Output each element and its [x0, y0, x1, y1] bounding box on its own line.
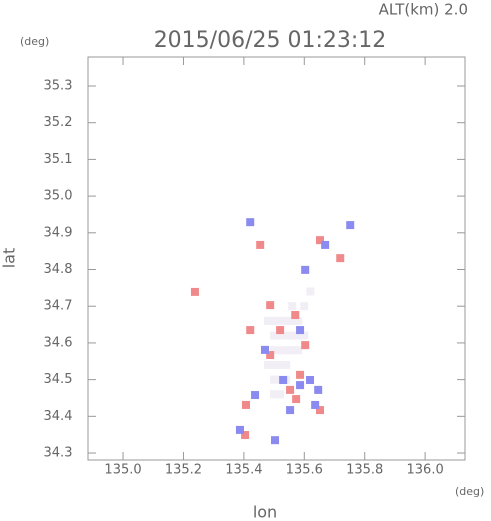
x-tick-label: 136.0 [407, 463, 444, 478]
radar-pixel [282, 316, 291, 325]
radar-pixel [294, 331, 303, 340]
radar-pixel [288, 316, 297, 325]
radar-pixel [270, 316, 279, 325]
chart-title: 2015/06/25 01:23:12 [154, 28, 387, 53]
y-tick-label: 34.5 [44, 372, 73, 387]
radar-pixel [306, 287, 315, 296]
y-tick-label: 34.4 [44, 409, 73, 424]
altitude-label: ALT(km) 2.0 [379, 1, 468, 19]
radar-pixel [301, 265, 310, 274]
radar-pixel [296, 370, 305, 379]
radar-pixel [282, 331, 291, 340]
radar-pixel [294, 346, 303, 355]
radar-pixel [276, 326, 285, 335]
radar-pixel [306, 375, 315, 384]
y-tick-label: 35.2 [44, 115, 73, 130]
radar-pixel [294, 316, 303, 325]
radar-pixel [311, 400, 320, 409]
radar-pixel [286, 385, 295, 394]
radar-pixel [296, 381, 305, 390]
radar-pixel [279, 375, 288, 384]
radar-pixel [266, 301, 275, 310]
radar-pixel [288, 346, 297, 355]
radar-pixel [300, 302, 309, 311]
y-tick-label: 34.7 [44, 299, 73, 314]
radar-pixel [316, 236, 324, 245]
radar-pixel [316, 406, 324, 415]
radar-pixel [261, 345, 270, 354]
radar-pixel [256, 240, 265, 249]
x-axis-label: lon [253, 503, 277, 521]
x-tick-label: 135.8 [346, 463, 383, 478]
plot-frame [87, 56, 466, 461]
radar-pixel [270, 390, 279, 399]
y-axis-label: lat [0, 248, 19, 269]
y-tick-label: 35.0 [44, 189, 73, 204]
y-tick-label: 34.8 [44, 262, 73, 277]
radar-pixel [286, 406, 295, 415]
radar-pixel [270, 375, 279, 384]
radar-pixel [264, 360, 273, 369]
y-unit: (deg) [20, 35, 49, 48]
radar-pixel [276, 316, 285, 325]
radar-pixel [282, 346, 291, 355]
radar-pixel [241, 400, 250, 409]
radar-pixel [246, 218, 255, 227]
radar-pixel [270, 360, 279, 369]
radar-pixel [190, 287, 199, 296]
x-tick-label: 135.6 [286, 463, 323, 478]
radar-pixel [321, 240, 330, 249]
radar-pixel [292, 395, 301, 404]
radar-pixel [301, 341, 310, 350]
radar-pixel [276, 390, 285, 399]
y-tick-label: 35.3 [44, 78, 73, 93]
radar-pixel [288, 302, 297, 311]
y-tick-label: 34.3 [44, 446, 73, 461]
radar-pixel [264, 316, 273, 325]
x-tick-label: 135.0 [104, 463, 141, 478]
y-tick-label: 34.6 [44, 335, 73, 350]
radar-pixel [241, 431, 250, 440]
x-unit: (deg) [455, 485, 484, 498]
radar-pixel [276, 331, 285, 340]
radar-pixel [270, 331, 279, 340]
radar-pixel [300, 331, 309, 340]
x-tick-label: 135.2 [165, 463, 202, 478]
radar-pixel [296, 326, 305, 335]
radar-pixel [251, 391, 260, 400]
radar-pixel [314, 385, 323, 394]
y-tick-label: 34.9 [44, 225, 73, 240]
radar-pixel [336, 254, 345, 263]
x-tick-label: 135.4 [225, 463, 262, 478]
radar-pixel [246, 326, 255, 335]
radar-pixel [346, 221, 355, 230]
radar-pixel [270, 436, 279, 445]
radar-pixel [276, 346, 285, 355]
radar-pixel [276, 360, 285, 369]
y-tick-label: 35.1 [44, 152, 73, 167]
radar-pixel [288, 331, 297, 340]
radar-pixel [270, 346, 279, 355]
radar-pixel [235, 425, 244, 434]
radar-pixel [266, 351, 275, 360]
radar-pixel [282, 360, 291, 369]
radar-pixel [291, 311, 300, 320]
